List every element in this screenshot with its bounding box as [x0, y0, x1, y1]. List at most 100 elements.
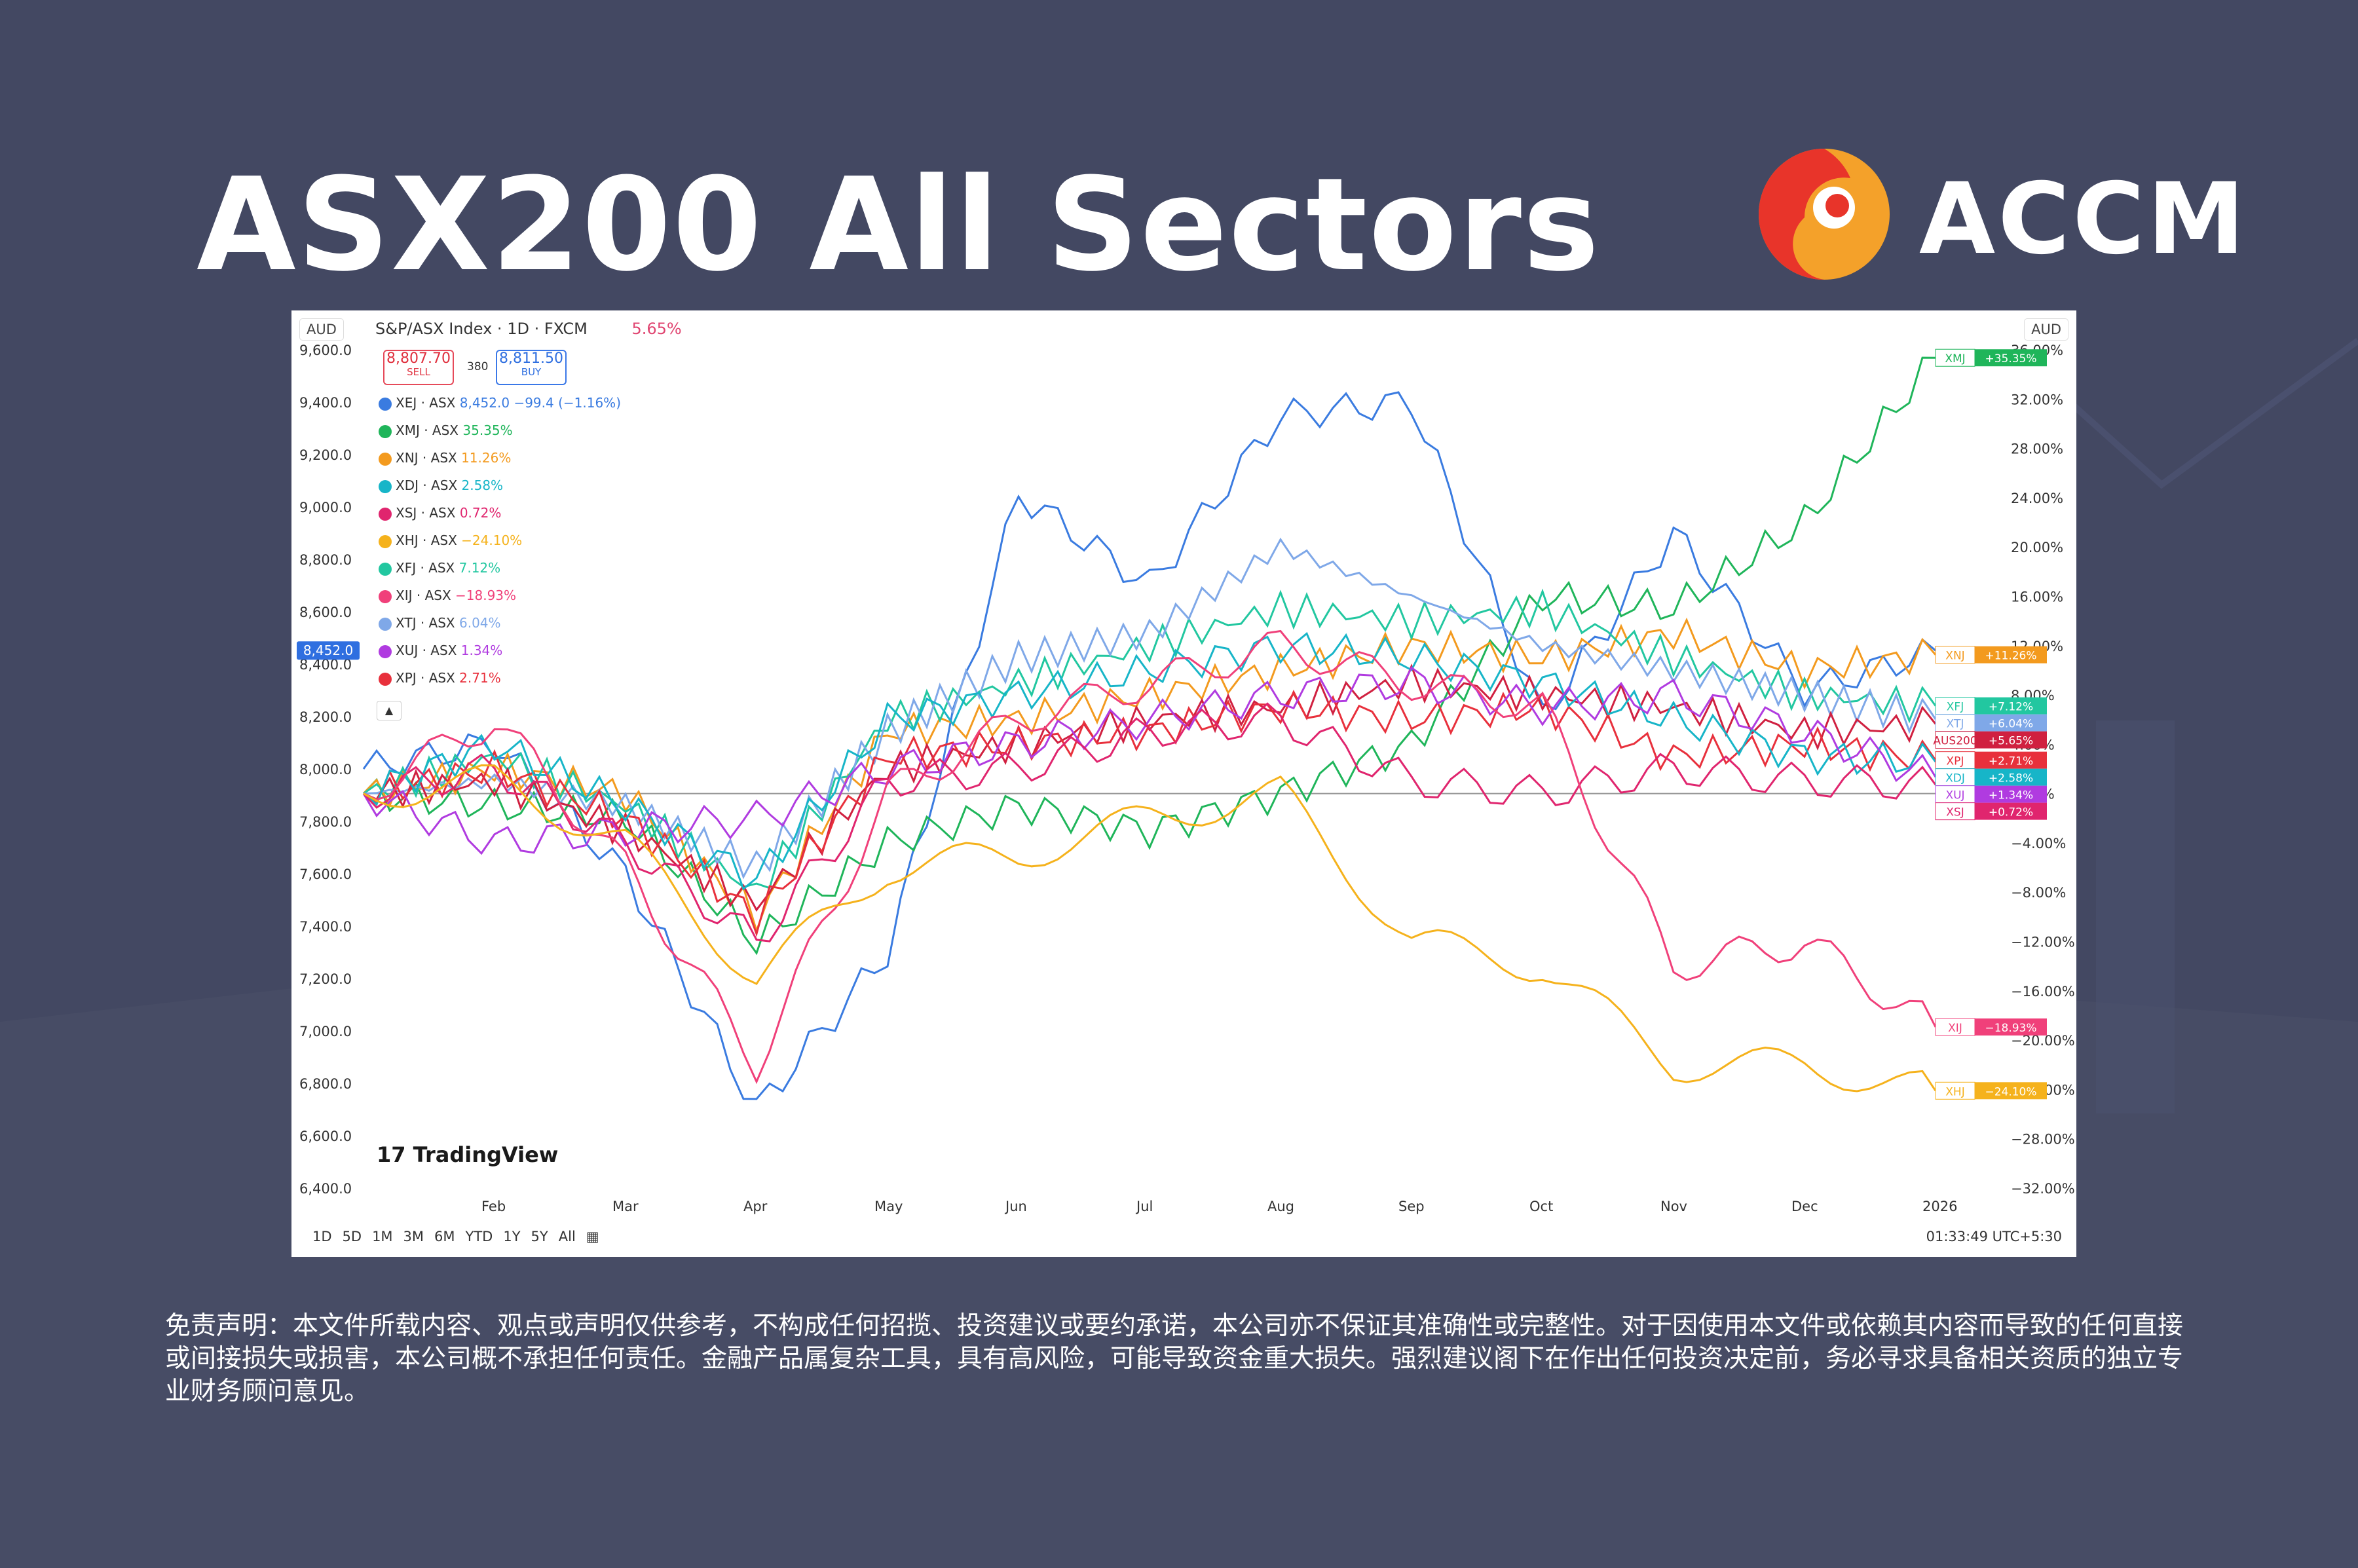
left-axis-tick: 7,000.0 [299, 1024, 352, 1039]
symbol-name[interactable]: S&P/ASX Index · 1D · FXCM [375, 320, 588, 338]
discretionary-icon [379, 479, 392, 493]
buy-button[interactable]: 8,811.50 BUY [496, 350, 567, 385]
legend-value: 7.12% [458, 560, 501, 576]
range-button-1d[interactable]: 1D [312, 1229, 332, 1244]
end-label-value-box [1975, 714, 2047, 732]
left-axis-tick: 8,200.0 [299, 709, 352, 725]
range-button-5d[interactable]: 5D [342, 1229, 362, 1244]
end-label-value: +0.72% [1989, 806, 2033, 819]
series-line-xdj[interactable] [363, 631, 1937, 891]
end-label-value: +2.58% [1989, 772, 2033, 785]
end-label-name-box [1935, 1081, 1975, 1100]
legend-value: 1.34% [460, 643, 503, 658]
range-button-6m[interactable]: 6M [434, 1229, 455, 1244]
clock: 01:33:49 UTC+5:30 [1926, 1229, 2062, 1244]
symbol-header[interactable]: S&P/ASX Index · 1D · FXCM 5.65% [375, 320, 682, 338]
range-button-ytd[interactable]: YTD [465, 1229, 493, 1244]
end-label-name-box [1935, 1018, 1975, 1036]
end-label-name: XHJ [1945, 1085, 1964, 1098]
currency-selector-left[interactable]: AUD [299, 318, 344, 341]
end-label-name: XPJ [1947, 755, 1964, 768]
left-axis-tick: 7,800.0 [299, 814, 352, 830]
series-line-xuj[interactable] [362, 666, 1937, 855]
x-axis-tick: Jun [1004, 1199, 1027, 1214]
chart-canvas[interactable]: 9,600.0 9,400.0 9,200.0 9,000.0 8,800.0 8,600… [291, 310, 2076, 1257]
legend-value: 2.71% [459, 670, 501, 686]
legend-value: 8,452.0 −99.4 (−1.16%) [459, 395, 621, 411]
range-button-1y[interactable]: 1Y [503, 1229, 521, 1244]
end-label-value-box [1975, 1082, 2047, 1100]
tradingview-logo: 17 TradingView [377, 1142, 558, 1167]
x-axis-tick: Jul [1135, 1199, 1153, 1214]
series-line-xhj[interactable] [363, 764, 1937, 1092]
x-axis-tick: Apr [743, 1199, 768, 1214]
end-label-name-box [1935, 802, 1975, 821]
x-axis-tick: 2026 [1922, 1199, 1957, 1214]
series-line-aus200[interactable] [363, 663, 1937, 912]
left-axis-tick: 9,000.0 [299, 500, 352, 515]
legend-item-xej[interactable]: XEJ · ASX 8,452.0 −99.4 (−1.16%) [379, 394, 621, 411]
end-label-value-box [1975, 697, 2047, 715]
left-axis-tick: 7,200.0 [299, 971, 352, 987]
legend-item-xuj[interactable]: XUJ · ASX 1.34% [379, 642, 502, 659]
chart-panel[interactable]: 9,600.0 9,400.0 9,200.0 9,000.0 8,800.0 8,600… [291, 310, 2076, 1257]
end-label-name: AUS200 [1933, 735, 1977, 748]
health-icon [379, 534, 392, 548]
left-axis-tick: 6,800.0 [299, 1076, 352, 1092]
legend-item-xsj[interactable]: XSJ · ASX 0.72% [379, 504, 501, 521]
left-axis-tick: 8,800.0 [299, 552, 352, 568]
property-icon [379, 672, 392, 686]
range-button-all[interactable]: All [558, 1229, 576, 1244]
x-axis-tick: Oct [1529, 1199, 1553, 1214]
series-line-xej[interactable] [362, 391, 1936, 1100]
series-line-xtj[interactable] [363, 537, 1937, 880]
series-line-xsj[interactable] [362, 702, 1937, 943]
series-line-xij[interactable] [363, 629, 1937, 1085]
x-axis-tick: Sep [1398, 1199, 1425, 1214]
left-axis-tick: 9,400.0 [299, 395, 352, 411]
range-toolbar: 1D 5D 1M 3M 6M YTD 1Y 5Y All ▦ [312, 1229, 610, 1244]
legend-item-xmj[interactable]: XMJ · ASX 35.35% [379, 422, 513, 439]
legend-item-xdj[interactable]: XDJ · ASX 2.58% [379, 477, 503, 494]
legend-label: XHJ · ASX [396, 532, 462, 548]
sell-button[interactable]: 8,807.70 SELL [383, 350, 454, 385]
legend-item-xpj[interactable]: XPJ · ASX 2.71% [379, 669, 501, 686]
legend-value: 11.26% [461, 450, 512, 466]
series-line-xpj[interactable] [363, 689, 1937, 937]
end-label-value-box [1975, 1018, 2047, 1036]
currency-selector-right[interactable]: AUD [2024, 318, 2068, 341]
legend-value: 35.35% [462, 422, 513, 438]
end-label-name-box [1935, 646, 1975, 664]
end-label-value: +6.04% [1989, 718, 2033, 731]
tradingview-logo-text: TradingView [413, 1142, 559, 1167]
range-button-5y[interactable]: 5Y [531, 1229, 548, 1244]
legend-item-xij[interactable]: XIJ · ASX −18.93% [379, 587, 516, 604]
left-axis-tick: 6,600.0 [299, 1129, 352, 1144]
range-button-3m[interactable]: 3M [403, 1229, 424, 1244]
right-axis-tick: −4.00% [2011, 836, 2066, 851]
spread-value: 380 [467, 360, 489, 373]
end-label-name: XNJ [1945, 650, 1964, 663]
x-axis-tick: May [874, 1199, 903, 1214]
end-label-name: XIJ [1948, 1022, 1962, 1035]
end-label-value: +11.26% [1985, 650, 2036, 663]
legend-value: −24.10% [461, 532, 523, 548]
legend-item-xtj[interactable]: XTJ · ASX 6.04% [379, 614, 501, 631]
series-line-xmj[interactable] [362, 356, 1936, 956]
materials-icon [379, 424, 392, 438]
legend-item-xnj[interactable]: XNJ · ASX 11.26% [379, 449, 511, 466]
legend-item-xhj[interactable]: XHJ · ASX −24.10% [379, 532, 522, 549]
sell-label: SELL [407, 366, 430, 378]
legend-item-xfj[interactable]: XFJ · ASX 7.12% [379, 559, 500, 576]
right-axis-tick: −28.00% [2011, 1132, 2075, 1148]
end-label-name: XUJ [1945, 789, 1964, 802]
right-axis-tick: 32.00% [2011, 392, 2063, 407]
legend-value: −18.93% [455, 588, 517, 603]
end-label-value-box [1975, 768, 2047, 786]
range-button-1m[interactable]: 1M [372, 1229, 393, 1244]
date-range-icon[interactable]: ▦ [586, 1229, 599, 1244]
right-axis-tick: 20.00% [2011, 540, 2063, 555]
end-label-name: XTJ [1947, 718, 1964, 731]
legend-value: 6.04% [458, 615, 501, 631]
legend-collapse-button[interactable]: ▲ [377, 701, 402, 720]
